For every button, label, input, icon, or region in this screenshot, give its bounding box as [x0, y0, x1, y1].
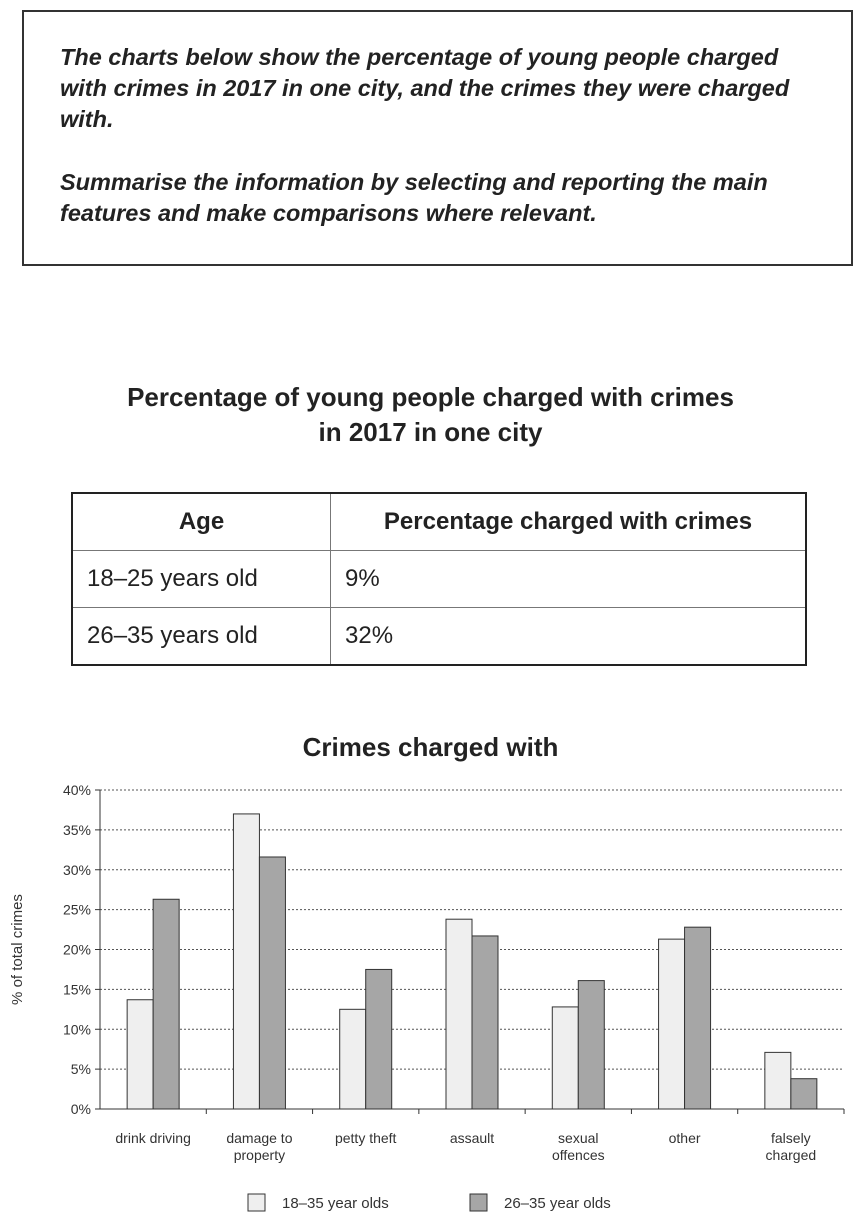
legend-swatch	[469, 1193, 488, 1212]
bar	[339, 1008, 367, 1110]
y-tick-label: 30%	[63, 862, 91, 878]
category-label: offences	[552, 1147, 605, 1163]
category-label: falsely	[771, 1130, 811, 1146]
age-percentage-table: Age Percentage charged with crimes 18–25…	[71, 492, 807, 666]
crimes-bar-chart: 0% 5% 10% 15% 20% 25% 30% 35% 40% % of total crim…	[9, 782, 845, 1212]
cell-age: 26–35 years old	[71, 607, 331, 666]
bar	[764, 1051, 792, 1110]
bar	[684, 926, 712, 1110]
bar	[126, 999, 154, 1110]
category-label: drink driving	[115, 1130, 190, 1146]
bar	[445, 918, 473, 1110]
y-tick-label: 10%	[63, 1021, 91, 1037]
bar	[790, 1078, 818, 1110]
category-label: other	[669, 1130, 701, 1146]
category-label: petty theft	[335, 1130, 397, 1146]
y-tick-label: 5%	[71, 1061, 91, 1077]
cell-percentage: 32%	[330, 607, 807, 666]
y-tick-label: 25%	[63, 902, 91, 918]
y-tick-label: 0%	[71, 1101, 91, 1117]
y-tick-label: 35%	[63, 822, 91, 838]
table-header-row: Age Percentage charged with crimes	[71, 492, 807, 551]
cell-age: 18–25 years old	[71, 550, 331, 608]
bar	[551, 1006, 579, 1110]
bar	[152, 898, 180, 1110]
header-age: Age	[71, 492, 331, 551]
legend-label: 26–35 year olds	[504, 1195, 611, 1212]
prompt-paragraph-2: Summarise the information by selecting a…	[60, 169, 768, 226]
y-tick-label: 40%	[63, 782, 91, 798]
category-label: sexual	[558, 1130, 598, 1146]
y-axis-label: % of total crimes	[9, 894, 26, 1005]
y-tick-label: 20%	[63, 942, 91, 958]
table-row: 26–35 years old 32%	[71, 607, 807, 666]
category-label: charged	[766, 1147, 817, 1163]
task-prompt-box: The charts below show the percentage of …	[22, 10, 853, 266]
chart-title: Crimes charged with	[302, 732, 559, 762]
y-tick-label: 15%	[63, 981, 91, 997]
table-title-line-2: in 2017 in one city	[318, 417, 543, 447]
cell-percentage: 9%	[330, 550, 807, 608]
bar	[365, 968, 393, 1110]
prompt-paragraph-1: The charts below show the percentage of …	[60, 44, 790, 132]
category-label: property	[234, 1147, 285, 1163]
table-title: Percentage of young people charged with …	[0, 380, 861, 450]
table-title-line-1: Percentage of young people charged with …	[127, 382, 734, 412]
table-row: 18–25 years old 9%	[71, 550, 807, 608]
legend-label: 18–35 year olds	[282, 1195, 389, 1212]
bar	[471, 935, 499, 1110]
category-label: assault	[450, 1130, 494, 1146]
bar	[658, 938, 686, 1110]
category-label: damage to	[226, 1130, 292, 1146]
legend-swatch	[247, 1193, 266, 1212]
bar	[258, 856, 286, 1110]
bar	[577, 980, 605, 1110]
header-percentage: Percentage charged with crimes	[330, 492, 807, 551]
bar	[232, 813, 260, 1110]
